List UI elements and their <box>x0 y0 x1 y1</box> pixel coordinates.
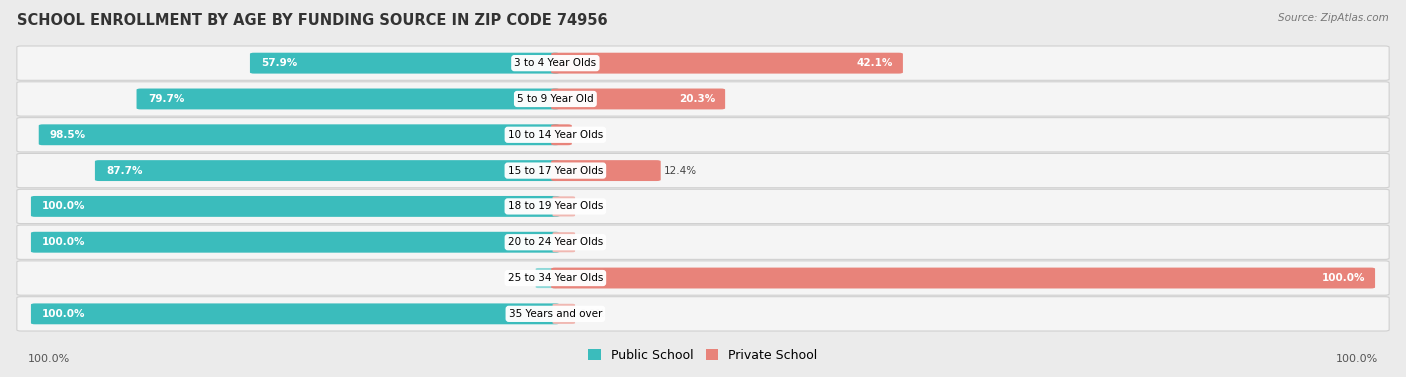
Text: 100.0%: 100.0% <box>1336 354 1378 365</box>
Text: 18 to 19 Year Olds: 18 to 19 Year Olds <box>508 201 603 211</box>
Text: 42.1%: 42.1% <box>856 58 893 68</box>
Text: 0.0%: 0.0% <box>579 309 606 319</box>
Text: Source: ZipAtlas.com: Source: ZipAtlas.com <box>1278 13 1389 23</box>
Text: 79.7%: 79.7% <box>148 94 184 104</box>
Text: 100.0%: 100.0% <box>42 309 86 319</box>
Text: 35 Years and over: 35 Years and over <box>509 309 602 319</box>
Legend: Public School, Private School: Public School, Private School <box>583 344 823 367</box>
Text: SCHOOL ENROLLMENT BY AGE BY FUNDING SOURCE IN ZIP CODE 74956: SCHOOL ENROLLMENT BY AGE BY FUNDING SOUR… <box>17 13 607 28</box>
Text: 12.4%: 12.4% <box>664 166 696 176</box>
Text: 0.0%: 0.0% <box>523 273 550 283</box>
Text: 100.0%: 100.0% <box>28 354 70 365</box>
Text: 1.5%: 1.5% <box>579 130 606 140</box>
Text: 100.0%: 100.0% <box>42 201 86 211</box>
Text: 100.0%: 100.0% <box>42 237 86 247</box>
Text: 0.0%: 0.0% <box>579 201 606 211</box>
Text: 0.0%: 0.0% <box>579 237 606 247</box>
Text: 98.5%: 98.5% <box>51 130 86 140</box>
Text: 3 to 4 Year Olds: 3 to 4 Year Olds <box>515 58 596 68</box>
Text: 15 to 17 Year Olds: 15 to 17 Year Olds <box>508 166 603 176</box>
Text: 87.7%: 87.7% <box>107 166 142 176</box>
Text: 10 to 14 Year Olds: 10 to 14 Year Olds <box>508 130 603 140</box>
Text: 5 to 9 Year Old: 5 to 9 Year Old <box>517 94 593 104</box>
Text: 57.9%: 57.9% <box>262 58 298 68</box>
Text: 20 to 24 Year Olds: 20 to 24 Year Olds <box>508 237 603 247</box>
Text: 100.0%: 100.0% <box>1322 273 1365 283</box>
Text: 25 to 34 Year Olds: 25 to 34 Year Olds <box>508 273 603 283</box>
Text: 20.3%: 20.3% <box>679 94 716 104</box>
